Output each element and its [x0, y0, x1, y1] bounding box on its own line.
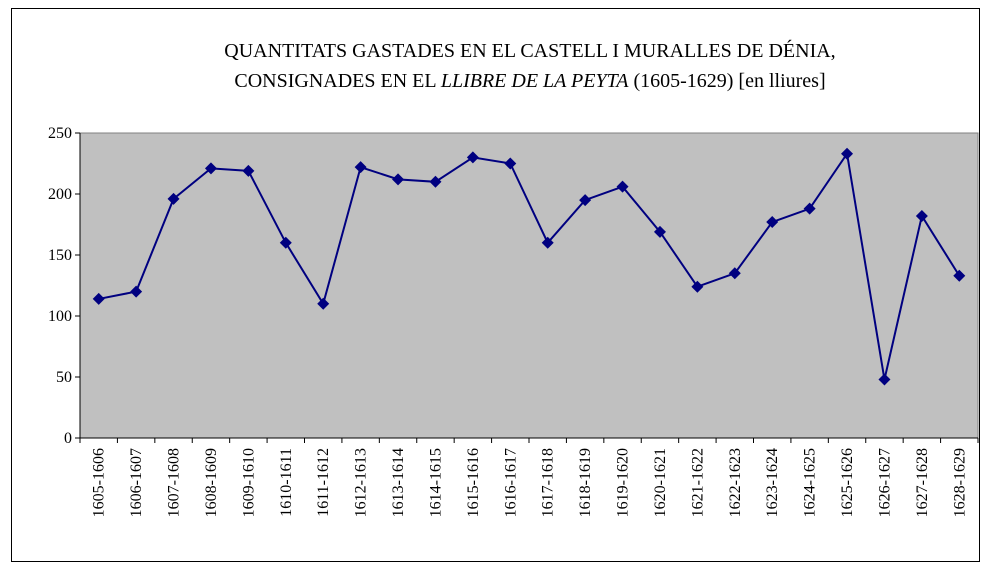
- x-tick-label: 1606-1607: [128, 448, 145, 517]
- y-tick-label: 250: [48, 125, 72, 142]
- chart-title: QUANTITATS GASTADES EN EL CASTELL I MURA…: [224, 39, 835, 62]
- data-point: [541, 236, 554, 249]
- x-tick-label: 1624-1625: [802, 448, 819, 517]
- title-part: CONSIGNADES EN EL: [234, 70, 436, 92]
- data-point: [130, 285, 143, 298]
- data-point: [466, 151, 479, 164]
- data-point: [691, 280, 704, 293]
- data-point: [354, 161, 367, 174]
- x-tick-label: 1619-1620: [615, 448, 632, 517]
- x-tick-label: 1628-1629: [951, 448, 968, 517]
- x-tick-label: 1605-1606: [91, 448, 108, 517]
- y-tick-label: 150: [48, 247, 72, 264]
- y-tick-label: 0: [64, 430, 72, 447]
- data-point: [317, 297, 330, 310]
- data-point: [579, 194, 592, 207]
- x-tick-label: 1618-1619: [577, 448, 594, 517]
- data-point: [92, 292, 105, 305]
- x-tick-label: 1613-1614: [390, 448, 407, 517]
- x-tick-label: 1612-1613: [353, 448, 370, 517]
- data-point: [766, 216, 779, 229]
- x-tick-label: 1611-1612: [315, 448, 332, 517]
- data-point: [616, 180, 629, 193]
- chart-title: CONSIGNADES EN EL LLIBRE DE LA PEYTA (16…: [234, 70, 825, 92]
- y-tick-label: 50: [56, 369, 72, 386]
- y-tick-label: 200: [48, 186, 72, 203]
- x-tick-label: 1609-1610: [240, 448, 257, 517]
- y-tick-label: 100: [48, 308, 72, 325]
- data-point: [728, 267, 741, 280]
- data-point: [653, 225, 666, 238]
- x-tick-label: 1615-1616: [465, 448, 482, 517]
- data-point: [915, 209, 928, 222]
- x-tick-label: 1622-1623: [727, 448, 744, 517]
- x-tick-label: 1608-1609: [203, 448, 220, 517]
- x-tick-label: 1623-1624: [764, 448, 781, 517]
- x-tick-label: 1621-1622: [689, 448, 706, 517]
- x-tick-label: 1620-1621: [652, 448, 669, 517]
- data-point: [204, 162, 217, 175]
- data-point: [504, 157, 517, 170]
- x-tick-label: 1610-1611: [278, 448, 295, 517]
- data-point: [242, 164, 255, 177]
- x-tick-label: 1627-1628: [914, 448, 931, 517]
- x-tick-label: 1616-1617: [502, 448, 519, 517]
- x-tick-label: 1617-1618: [540, 448, 557, 517]
- data-point: [167, 192, 180, 205]
- data-point: [803, 202, 816, 215]
- data-point: [841, 147, 854, 160]
- x-tick-label: 1607-1608: [166, 448, 183, 517]
- data-point: [392, 173, 405, 186]
- x-tick-label: 1625-1626: [839, 448, 856, 517]
- data-point: [953, 269, 966, 282]
- data-point: [279, 236, 292, 249]
- plot-area: [79, 132, 979, 439]
- data-point: [878, 373, 891, 386]
- x-tick-label: 1626-1627: [876, 448, 893, 517]
- series-line: [98, 151, 961, 380]
- title-part: (1605-1629) [en lliures]: [633, 70, 825, 92]
- title-part: LLIBRE DE LA PEYTA: [440, 70, 629, 92]
- x-tick-label: 1614-1615: [427, 448, 444, 517]
- data-point: [429, 175, 442, 188]
